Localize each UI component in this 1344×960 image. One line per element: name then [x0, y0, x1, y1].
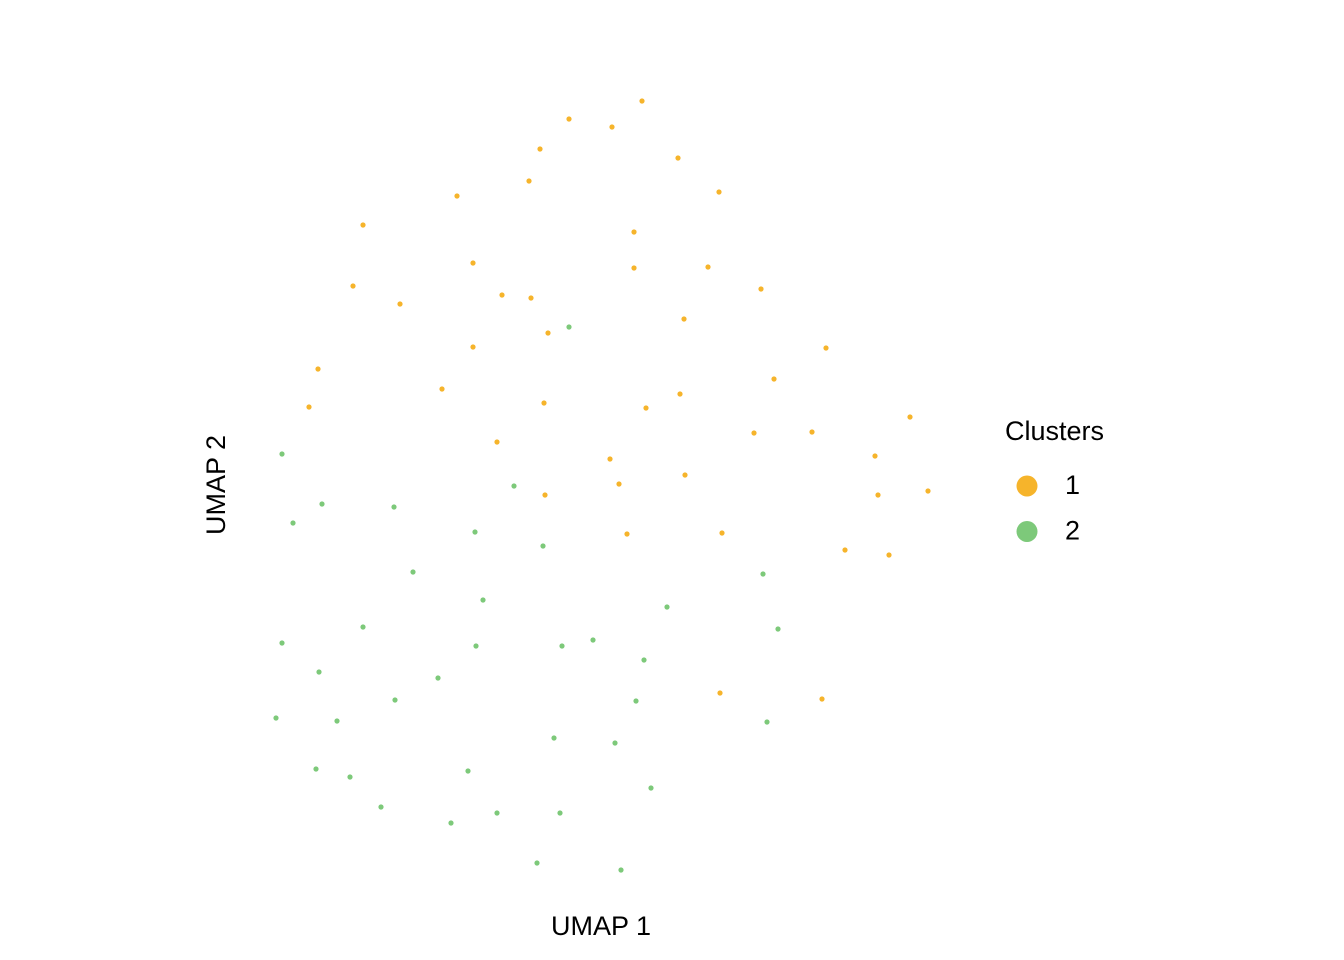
- point: [319, 501, 325, 507]
- point: [528, 295, 534, 301]
- point: [682, 472, 688, 478]
- legend-label: 2: [1065, 516, 1080, 546]
- point: [360, 624, 366, 630]
- point: [639, 98, 645, 104]
- point: [279, 640, 285, 646]
- point: [540, 543, 546, 549]
- point: [472, 529, 478, 535]
- point: [526, 178, 532, 184]
- point: [499, 292, 505, 298]
- point: [511, 483, 517, 489]
- point: [590, 637, 596, 643]
- point: [681, 316, 687, 322]
- point: [872, 453, 878, 459]
- x-axis-label: UMAP 1: [551, 911, 651, 941]
- point: [616, 481, 622, 487]
- point: [675, 155, 681, 161]
- point: [607, 456, 613, 462]
- point: [760, 571, 766, 577]
- point: [886, 552, 892, 558]
- point: [473, 643, 479, 649]
- point: [454, 193, 460, 199]
- point: [279, 451, 285, 457]
- point: [771, 376, 777, 382]
- point: [391, 504, 397, 510]
- point: [551, 735, 557, 741]
- point: [557, 810, 563, 816]
- point: [273, 715, 279, 721]
- point: [648, 785, 654, 791]
- point: [705, 264, 711, 270]
- point: [775, 626, 781, 632]
- point: [823, 345, 829, 351]
- legend-marker: [1016, 475, 1038, 497]
- point: [925, 488, 931, 494]
- legend-title: Clusters: [1005, 416, 1104, 446]
- point: [465, 768, 471, 774]
- point: [306, 404, 312, 410]
- point: [435, 675, 441, 681]
- point: [631, 265, 637, 271]
- point: [439, 386, 445, 392]
- point: [480, 597, 486, 603]
- point: [609, 124, 615, 130]
- point: [716, 189, 722, 195]
- point: [907, 414, 913, 420]
- point: [378, 804, 384, 810]
- point: [470, 260, 476, 266]
- point: [392, 697, 398, 703]
- point: [470, 344, 476, 350]
- point: [350, 283, 356, 289]
- point: [290, 520, 296, 526]
- point: [534, 860, 540, 866]
- point: [677, 391, 683, 397]
- point: [717, 690, 723, 696]
- point: [334, 718, 340, 724]
- point: [643, 405, 649, 411]
- legend-marker: [1016, 521, 1038, 542]
- point: [566, 324, 572, 330]
- point: [618, 867, 624, 873]
- point: [719, 530, 725, 536]
- point: [315, 366, 321, 372]
- point: [494, 439, 500, 445]
- point: [541, 400, 547, 406]
- point: [313, 766, 319, 772]
- point: [545, 330, 551, 336]
- point: [633, 698, 639, 704]
- point: [612, 740, 618, 746]
- legend-label: 1: [1065, 470, 1080, 500]
- point: [494, 810, 500, 816]
- point: [360, 222, 366, 228]
- point: [809, 429, 815, 435]
- point: [347, 774, 353, 780]
- point: [542, 492, 548, 498]
- point: [316, 669, 322, 675]
- point: [397, 301, 403, 307]
- point: [751, 430, 757, 436]
- point: [410, 569, 416, 575]
- point: [842, 547, 848, 553]
- point: [631, 229, 637, 235]
- point: [875, 492, 881, 498]
- point: [537, 146, 543, 152]
- point: [641, 657, 647, 663]
- point: [819, 696, 825, 702]
- point: [624, 531, 630, 537]
- point: [664, 604, 670, 610]
- point: [758, 286, 764, 292]
- point: [566, 116, 572, 122]
- point: [448, 820, 454, 826]
- point: [764, 719, 770, 725]
- y-axis-label: UMAP 2: [201, 435, 231, 535]
- point: [559, 643, 565, 649]
